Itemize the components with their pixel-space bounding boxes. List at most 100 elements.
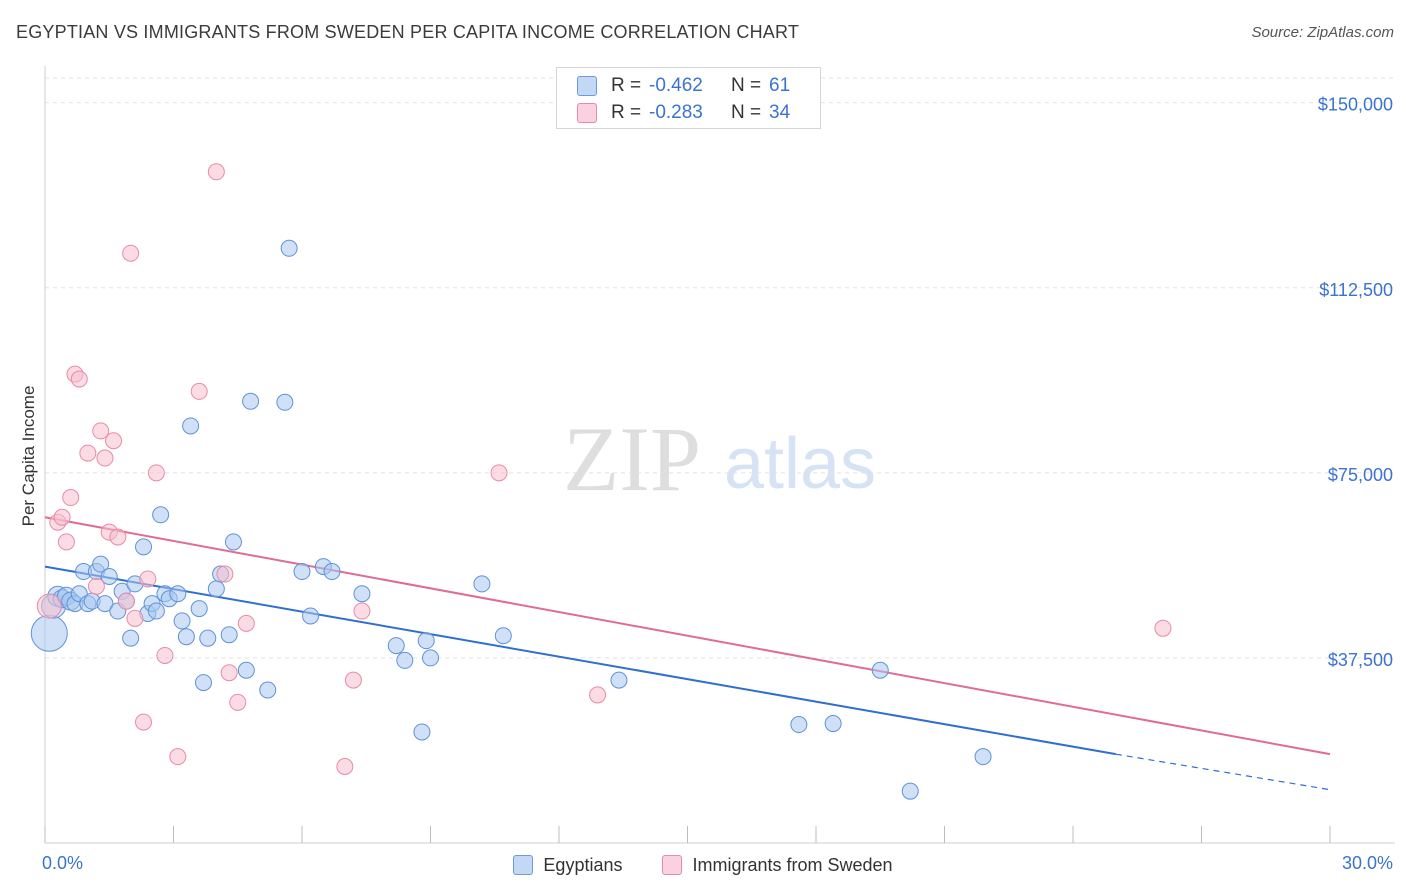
egyptians-point (610, 671, 628, 689)
sweden-point (220, 664, 238, 682)
egyptians-point (276, 393, 294, 411)
sweden-point (139, 570, 157, 588)
egyptians-point (901, 782, 919, 800)
y-tick-label: $150,000 (1318, 95, 1393, 115)
egyptians-point (135, 538, 153, 556)
egyptians-point (280, 239, 298, 257)
egyptians-point (147, 602, 165, 620)
x-tick-label: 30.0% (1342, 853, 1393, 873)
egyptians-point (173, 612, 191, 630)
sweden-point (589, 686, 607, 704)
egyptians-point (30, 614, 68, 652)
y-tick-label: $37,500 (1328, 650, 1393, 670)
sweden-point (53, 508, 71, 526)
n-value: 61 (769, 75, 791, 96)
egyptians-point (302, 607, 320, 625)
egyptians-point (413, 723, 431, 741)
r-label: R = (611, 75, 642, 96)
egyptians-point (473, 575, 491, 593)
sweden-point (92, 422, 110, 440)
sweden-point (57, 533, 75, 551)
sweden-point (87, 577, 105, 595)
egyptians-point (220, 626, 238, 644)
sweden-point (147, 464, 165, 482)
stats-row-egyptians: R = -0.462 N = 61 (577, 73, 790, 99)
egyptians-point (824, 715, 842, 733)
trend-lines (44, 516, 1331, 791)
sweden-point (353, 602, 371, 620)
egyptians-point (353, 585, 371, 603)
watermark: ZIP atlas (563, 408, 876, 510)
egyptians-point (494, 627, 512, 645)
egyptians-point (96, 595, 114, 613)
sweden-point (207, 163, 225, 181)
n-label: N = (731, 75, 762, 96)
chart-source: Source: ZipAtlas.com (1251, 24, 1394, 41)
sweden-point (36, 593, 62, 619)
sweden-point (190, 382, 208, 400)
sweden-point (126, 609, 144, 627)
grid-lines (45, 77, 1395, 659)
legend-label-sweden: Immigrants from Sweden (692, 854, 893, 875)
sweden-point (109, 528, 127, 546)
sweden-point (237, 614, 255, 632)
egyptians-point (207, 580, 225, 598)
egyptians-point (242, 392, 260, 410)
egyptians-point (422, 649, 439, 667)
egyptians-point (790, 716, 808, 734)
egyptians-point (122, 629, 140, 647)
y-tick-label: $112,500 (1319, 280, 1393, 300)
egyptians-point (190, 600, 208, 618)
sweden-point (96, 449, 114, 467)
watermark-atlas: atlas (724, 424, 876, 504)
data-points (30, 163, 1172, 800)
sweden-point (79, 444, 97, 462)
sweden-point (62, 489, 80, 507)
r-value: -0.283 (649, 102, 703, 123)
egyptians-point (92, 555, 110, 573)
sweden-point (344, 671, 362, 689)
egyptians-point (293, 563, 311, 581)
egyptians-point (169, 585, 187, 603)
legend-item-sweden[interactable]: Immigrants from Sweden (662, 854, 893, 876)
stats-legend: R = -0.462 N = 61 R = -0.283 N = 34 (556, 67, 821, 129)
sweden-trendline (44, 516, 1331, 756)
egyptians-point (194, 674, 212, 692)
tick-labels: $37,500 $75,000 $112,500 $150,000 0.0% 30.0% (42, 95, 1393, 873)
egyptians-trendline-extrapolated (1115, 753, 1331, 791)
sweden-point (490, 464, 508, 482)
egyptians-point (323, 563, 341, 581)
y-tick-label: $75,000 (1328, 465, 1393, 485)
sweden-point (216, 565, 234, 583)
sweden-point (135, 713, 153, 731)
x-tick-label: 0.0% (42, 853, 83, 873)
watermark-zip: ZIP (563, 408, 701, 510)
n-label: N = (731, 102, 762, 123)
egyptians-swatch (577, 76, 597, 96)
sweden-point (1154, 619, 1172, 637)
egyptians-trendline (44, 565, 1117, 756)
legend-label-egyptians: Egyptians (543, 854, 623, 875)
sweden-point (105, 432, 123, 450)
egyptians-point (871, 661, 889, 679)
sweden-point (229, 693, 247, 711)
egyptians-point (259, 681, 277, 699)
n-value: 34 (769, 102, 791, 123)
egyptians-point (100, 567, 118, 585)
sweden-point (336, 758, 354, 775)
egyptians-point (199, 629, 217, 647)
legend-item-egyptians[interactable]: Egyptians (513, 855, 622, 876)
r-value: -0.462 (649, 75, 703, 96)
y-axis-label: Per Capita Income (19, 386, 38, 527)
egyptians-point (224, 533, 242, 551)
sweden-swatch (662, 855, 683, 875)
egyptians-point (396, 651, 414, 669)
sweden-point (122, 244, 140, 262)
sweden-point (156, 646, 174, 664)
sweden-point (117, 592, 135, 610)
egyptians-point (182, 417, 200, 435)
axes (44, 66, 1395, 844)
egyptians-swatch (513, 855, 534, 875)
sweden-point (70, 370, 88, 388)
